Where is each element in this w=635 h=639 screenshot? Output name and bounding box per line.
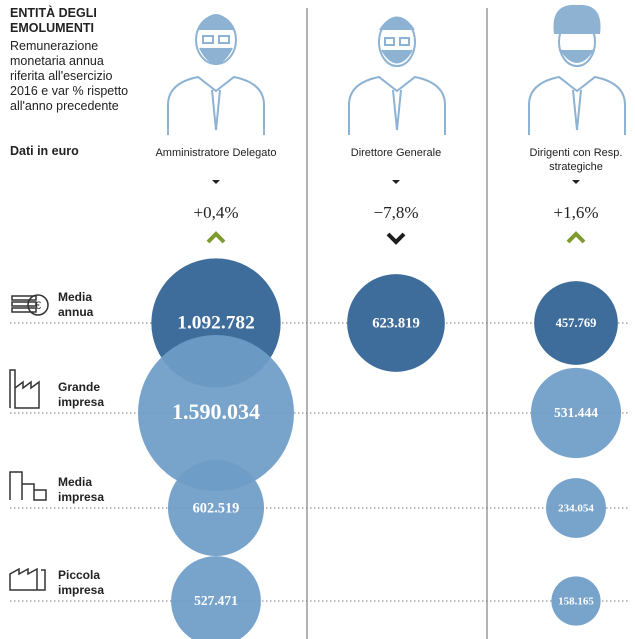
change-arrow [568, 234, 584, 242]
header-pointer [572, 180, 580, 184]
icon-drs [529, 6, 625, 135]
infographic: € +0,4% −7,8% +1,6% 1.092.782 623.819 457.769… [0, 0, 635, 639]
icon-small-factory [10, 569, 45, 590]
row-icons: € [10, 295, 48, 590]
bubble-label: 1.092.782 [177, 312, 255, 333]
note: Dati in euro [10, 144, 79, 158]
person-icons [168, 6, 625, 135]
subtitle: Remunerazione monetaria annua riferita a… [10, 39, 136, 114]
bubble-label: 531.444 [554, 405, 598, 420]
icon-ad [168, 15, 264, 135]
bubble-label: 234.054 [558, 503, 594, 515]
bubble-label: 158.165 [558, 596, 594, 608]
icon-large-factory [10, 370, 39, 408]
column-label: Direttore Generale [331, 146, 461, 160]
change-label: +1,6% [554, 203, 599, 222]
icon-medium-factory [10, 472, 46, 500]
change-arrow [388, 234, 404, 242]
header-pointer [212, 180, 220, 184]
bubble-label: 527.471 [194, 593, 238, 608]
icon-coins: € [12, 295, 48, 315]
bubble-label: 623.819 [372, 315, 420, 331]
bubble-label: 1.590.034 [172, 399, 260, 424]
row-label: Media annua [58, 290, 128, 320]
row-label: Media impresa [58, 475, 128, 505]
column-label: Dirigenti con Resp. strategiche [511, 146, 635, 174]
row-label: Piccola impresa [58, 568, 128, 598]
column-label: Amministratore Delegato [151, 146, 281, 160]
bubble-label: 602.519 [193, 500, 240, 516]
change-arrow [208, 234, 224, 242]
svg-text:€: € [35, 300, 41, 312]
header-pointer [392, 180, 400, 184]
title: ENTITÀ DEGLI EMOLUMENTI [10, 6, 130, 36]
icon-dg [349, 18, 445, 136]
bubble-label: 457.769 [556, 316, 597, 330]
change-label: −7,8% [374, 203, 419, 222]
change-label: +0,4% [194, 203, 239, 222]
row-label: Grande impresa [58, 380, 128, 410]
